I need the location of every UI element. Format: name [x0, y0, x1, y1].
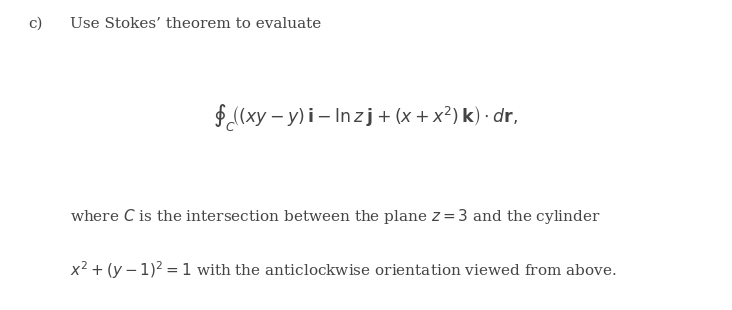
Text: $\oint_{C} \!\left((xy - y)\,\mathbf{i} - \ln z\;\mathbf{j} + (x + x^2)\,\mathbf: $\oint_{C} \!\left((xy - y)\,\mathbf{i} …	[214, 102, 518, 133]
Text: c): c)	[28, 17, 42, 31]
Text: where $C$ is the intersection between the plane $z = 3$ and the cylinder: where $C$ is the intersection between th…	[70, 207, 600, 227]
Text: $x^2 + (y-1)^2 = 1$ with the anticlockwise orientation viewed from above.: $x^2 + (y-1)^2 = 1$ with the anticlockwi…	[70, 259, 616, 281]
Text: Use Stokes’ theorem to evaluate: Use Stokes’ theorem to evaluate	[70, 17, 321, 31]
